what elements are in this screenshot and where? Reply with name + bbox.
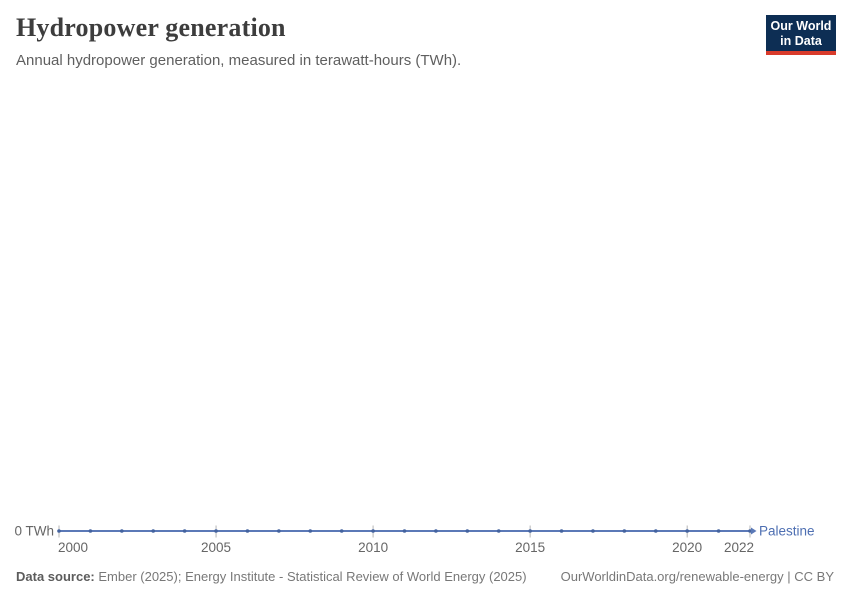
x-axis-tick-label: 2020: [672, 540, 702, 555]
data-point-marker[interactable]: [214, 529, 218, 533]
footer-attribution: OurWorldinData.org/renewable-energy | CC…: [561, 569, 834, 584]
data-point-marker[interactable]: [371, 529, 375, 533]
data-point-marker[interactable]: [559, 529, 564, 533]
data-source-text: Ember (2025); Energy Institute - Statist…: [94, 569, 527, 584]
owid-url-link[interactable]: OurWorldinData.org/renewable-energy: [560, 569, 784, 584]
data-point-marker[interactable]: [308, 529, 313, 533]
owid-logo-line1: Our World: [770, 19, 832, 33]
data-source-note: Data source: Ember (2025); Energy Instit…: [16, 569, 527, 584]
entity-label[interactable]: Palestine: [759, 524, 815, 539]
data-point-marker[interactable]: [434, 529, 438, 533]
data-point-marker[interactable]: [685, 529, 689, 533]
owid-logo[interactable]: Our World in Data: [766, 15, 836, 55]
x-axis-tick-label: 2005: [201, 540, 231, 555]
x-axis-tick-label: 2000: [58, 540, 88, 555]
data-source-label: Data source:: [16, 569, 95, 584]
data-point-marker[interactable]: [465, 529, 470, 533]
y-axis-zero-label: 0 TWh: [14, 524, 54, 539]
data-point-marker[interactable]: [339, 529, 344, 533]
page-title: Hydropower generation: [16, 13, 286, 42]
data-point-marker[interactable]: [622, 529, 627, 533]
data-point-marker[interactable]: [716, 529, 721, 533]
data-point-marker[interactable]: [151, 529, 156, 533]
line-end-arrow-icon: [751, 527, 757, 535]
data-point-marker[interactable]: [182, 529, 187, 533]
data-point-marker[interactable]: [748, 529, 752, 533]
x-axis-tick-label: 2022: [724, 540, 754, 555]
data-point-marker[interactable]: [120, 529, 124, 533]
data-point-marker[interactable]: [88, 529, 93, 533]
x-axis-tick-label: 2015: [515, 540, 545, 555]
data-point-marker[interactable]: [653, 529, 658, 533]
data-point-marker[interactable]: [496, 529, 501, 533]
owid-logo-line2: in Data: [780, 34, 822, 48]
data-point-marker[interactable]: [591, 529, 595, 533]
x-axis-tick-label: 2010: [358, 540, 388, 555]
license-separator: |: [783, 569, 795, 584]
data-point-marker[interactable]: [57, 529, 61, 533]
license-label: CC BY: [794, 569, 834, 584]
data-point-marker[interactable]: [277, 529, 281, 533]
chart-subtitle: Annual hydropower generation, measured i…: [16, 52, 462, 69]
data-point-marker[interactable]: [528, 529, 532, 533]
chart-footer: Data source: Ember (2025); Energy Instit…: [16, 569, 834, 584]
data-point-marker[interactable]: [402, 529, 407, 533]
data-point-marker[interactable]: [245, 529, 250, 533]
